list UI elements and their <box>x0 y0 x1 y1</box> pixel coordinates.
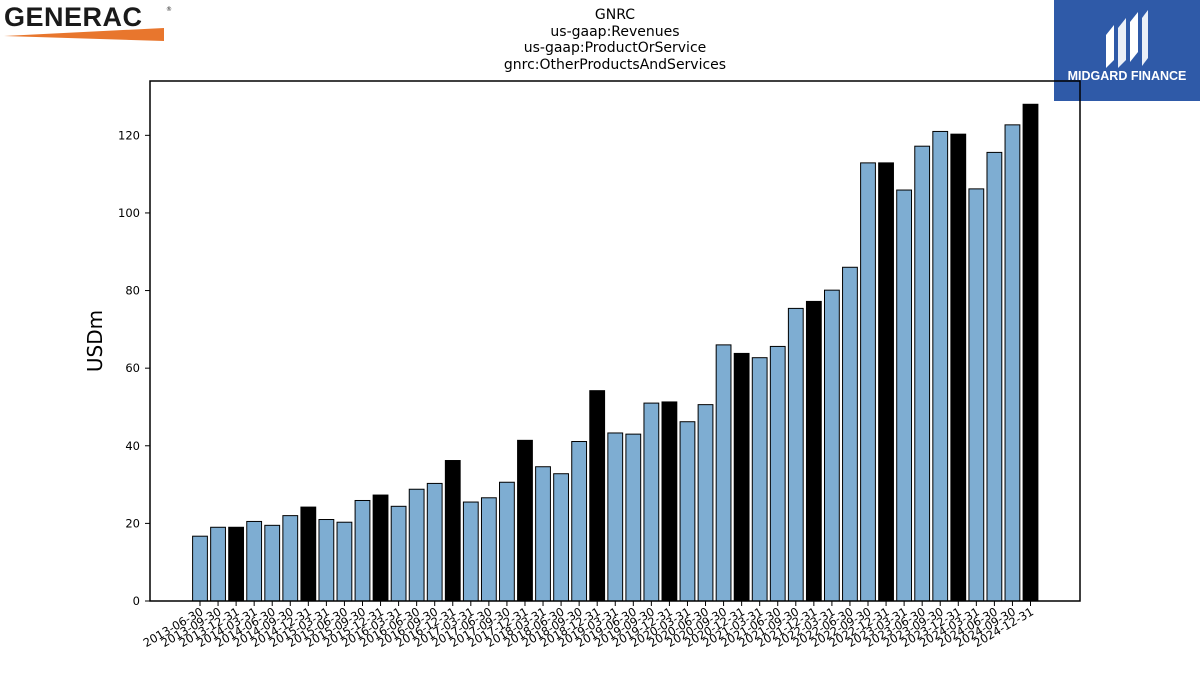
bar-2023-12-31 <box>950 133 967 602</box>
bar-2014-09-30 <box>282 515 299 602</box>
bar-2020-12-31 <box>733 352 750 602</box>
bar-2018-09-30 <box>571 441 588 602</box>
generac-logo-swoosh-icon <box>4 28 164 41</box>
bar-2022-06-30 <box>842 266 858 602</box>
bar-2017-12-31 <box>517 439 533 602</box>
bar-2021-06-30 <box>769 345 786 602</box>
chart-title-line-4: gnrc:OtherProductsAndServices <box>503 56 727 73</box>
bar-2016-12-31 <box>444 460 461 602</box>
bar-2013-09-30 <box>210 526 226 602</box>
y-tick-label: 120 <box>118 128 140 142</box>
bar-2022-09-30 <box>860 162 876 602</box>
bar-2023-03-31 <box>896 189 913 602</box>
bar-2020-09-30 <box>715 344 732 602</box>
chart-title-line-1: GNRC <box>594 7 636 23</box>
bar-2015-12-31 <box>372 494 389 602</box>
bar-2021-03-31 <box>751 357 768 602</box>
bar-2022-12-31 <box>878 162 894 602</box>
bar-2019-12-31 <box>661 401 678 602</box>
bar-2013-12-31 <box>228 526 245 602</box>
bar-2014-12-31 <box>300 506 317 602</box>
bar-2018-03-31 <box>535 466 551 602</box>
y-axis-label: USDm <box>83 310 107 372</box>
generac-logo-wordmark: GENERAC <box>4 2 143 32</box>
bar-2018-12-31 <box>589 390 606 602</box>
midgard-finance-logo: MIDGARD FINANCE <box>1054 0 1200 101</box>
bar-2023-06-30 <box>914 145 931 602</box>
y-tick-label: 100 <box>118 206 140 220</box>
chart-title-line-3: us-gaap:ProductOrService <box>523 40 707 56</box>
bar-2024-09-30 <box>1004 124 1021 602</box>
bar-2021-09-30 <box>787 307 804 602</box>
bar-2015-03-31 <box>318 519 335 602</box>
y-tick-label: 20 <box>125 516 140 530</box>
bar-2020-03-31 <box>679 421 696 602</box>
bar-2024-03-31 <box>968 188 985 602</box>
plot-frame <box>149 80 1081 602</box>
midgard-emblem-icon <box>1106 10 1148 68</box>
bar-2019-03-31 <box>607 432 624 602</box>
generac-logo: GENERAC ® <box>4 4 174 44</box>
bars-group <box>192 103 1039 602</box>
bar-2014-03-31 <box>246 520 263 602</box>
bar-2024-06-30 <box>986 151 1003 602</box>
y-tick-label: 40 <box>125 439 140 453</box>
bar-2015-09-30 <box>354 499 371 602</box>
y-tick-label: 80 <box>125 284 140 298</box>
bar-2022-03-31 <box>824 289 840 602</box>
chart-title-line-2: us-gaap:Revenues <box>550 23 680 40</box>
bar-2023-09-30 <box>932 130 949 602</box>
generac-logo-registered-mark: ® <box>166 6 172 13</box>
y-tick-label: 0 <box>133 594 140 608</box>
y-tick-label: 60 <box>125 361 140 375</box>
bar-2019-06-30 <box>625 433 642 602</box>
bar-2024-12-31 <box>1022 103 1039 602</box>
midgard-finance-wordmark: MIDGARD FINANCE <box>1067 69 1187 83</box>
bar-2016-06-30 <box>408 488 425 602</box>
chart-title: GNRC us-gaap:Revenues us-gaap:ProductOrS… <box>415 7 815 73</box>
bar-2015-06-30 <box>336 521 353 602</box>
y-axis-ticks: 0 20 40 60 80 100 120 <box>118 128 150 608</box>
bar-2020-06-30 <box>697 404 714 602</box>
bar-2014-06-30 <box>264 524 281 602</box>
bar-2019-09-30 <box>643 402 660 602</box>
bar-2016-09-30 <box>426 482 443 602</box>
bar-2021-12-31 <box>805 300 822 602</box>
bar-2013-06-30 <box>192 535 208 602</box>
bar-2017-09-30 <box>499 481 515 602</box>
bar-2017-03-31 <box>462 501 479 602</box>
bar-2018-06-30 <box>553 473 569 602</box>
bar-2016-03-31 <box>390 505 407 602</box>
bar-2017-06-30 <box>480 497 497 602</box>
x-axis-ticks: 2013-06-302013-09-302013-12-312014-03-31… <box>141 601 1036 650</box>
